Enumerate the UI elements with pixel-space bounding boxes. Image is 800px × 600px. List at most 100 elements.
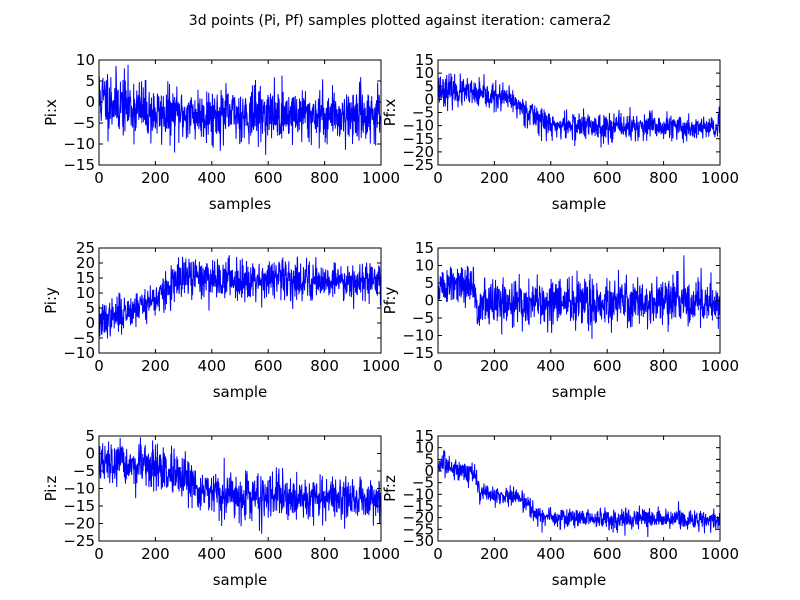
y-tick-label: 0 [85, 93, 95, 111]
subplot-5: 0 200 400 600 800 1000−25−20−15−10−505sampleP… [42, 427, 400, 589]
y-axis-label: Pf:y [381, 287, 399, 315]
y-tick-label: −20 [402, 143, 434, 161]
x-tick-label: 400 [536, 169, 565, 187]
y-tick-label: 0 [424, 462, 434, 480]
x-axis-label: samples [209, 195, 272, 213]
y-axis-label: Pf:x [381, 99, 399, 127]
y-tick-label: 10 [415, 257, 434, 275]
y-tick-label: −20 [63, 515, 95, 533]
y-tick-label: −5 [412, 309, 434, 327]
x-tick-label: 600 [254, 169, 283, 187]
x-tick-label: 400 [536, 357, 565, 375]
x-tick-label: 800 [649, 169, 678, 187]
y-tick-label: 15 [76, 269, 95, 287]
x-tick-label: 1000 [701, 357, 739, 375]
y-tick-label: −15 [63, 497, 95, 515]
y-axis-label: Pi:y [42, 287, 60, 314]
subplot-1: 0 200 400 600 800 1000 −15 −10 −5 0 5 10 samples Pi:x [42, 51, 400, 213]
x-tick-label: 800 [649, 357, 678, 375]
x-tick-label: 200 [480, 357, 509, 375]
subplot-2: 0 200 400 600 800 1000−25−20−15−10−5051015sam… [381, 51, 739, 213]
x-tick-label: 400 [197, 357, 226, 375]
x-axis-label: sample [552, 571, 607, 589]
x-tick-label: 0 [433, 357, 443, 375]
x-tick-label: 200 [480, 545, 509, 563]
x-axis-label: sample [213, 571, 268, 589]
y-tick-label: −25 [402, 520, 434, 538]
x-tick-label: 800 [310, 169, 339, 187]
y-tick-label: 5 [85, 427, 95, 445]
x-tick-label: 200 [141, 169, 170, 187]
y-tick-label: −10 [402, 485, 434, 503]
y-tick-label: 10 [415, 439, 434, 457]
axes-frame [98, 247, 382, 354]
y-tick-label: −25 [402, 156, 434, 174]
axes-frame [437, 435, 721, 542]
y-tick-label: −5 [73, 114, 95, 132]
x-tick-label: 1000 [362, 357, 400, 375]
y-tick-label: −10 [402, 327, 434, 345]
y-tick-label: −15 [63, 156, 95, 174]
x-tick-label: 600 [593, 545, 622, 563]
subplot-grid: 0 200 400 600 800 1000−15−10−50510samplesPi:x… [42, 51, 739, 589]
y-axis-label: Pi:z [42, 475, 60, 501]
y-tick-label: −15 [402, 497, 434, 515]
x-tick-label: 0 [94, 169, 104, 187]
y-tick-label: 5 [424, 77, 434, 95]
y-tick-label: 5 [85, 299, 95, 317]
y-tick-label: −20 [402, 509, 434, 527]
y-tick-label: −10 [63, 135, 95, 153]
y-tick-label: −10 [63, 344, 95, 362]
y-tick-label: −5 [73, 462, 95, 480]
x-axis-label: sample [552, 383, 607, 401]
x-tick-label: 1000 [701, 545, 739, 563]
x-tick-label: 1000 [701, 169, 739, 187]
y-tick-label: 5 [424, 450, 434, 468]
y-tick-label: −10 [402, 117, 434, 135]
y-tick-label: 10 [76, 51, 95, 69]
axes-frame [98, 59, 382, 166]
x-tick-label: 1000 [362, 545, 400, 563]
y-tick-label: 20 [76, 254, 95, 272]
y-tick-label: 0 [424, 292, 434, 310]
y-axis-label: Pi:x [42, 99, 60, 126]
y-tick-label: −25 [63, 532, 95, 550]
y-tick-label: 15 [415, 51, 434, 69]
subplot-3: 0 200 400 600 800 1000−10−50510152025samplePi… [42, 239, 400, 401]
y-tick-label: 25 [76, 239, 95, 257]
y-tick-label: −5 [412, 474, 434, 492]
y-tick-label: 10 [76, 284, 95, 302]
series-line-5-1 [99, 437, 381, 534]
x-tick-label: 800 [310, 357, 339, 375]
y-tick-label: 15 [415, 239, 434, 257]
y-tick-label: −5 [412, 104, 434, 122]
y-tick-label: 5 [424, 274, 434, 292]
x-tick-label: 200 [141, 545, 170, 563]
x-tick-label: 600 [254, 357, 283, 375]
x-tick-label: 800 [649, 545, 678, 563]
x-tick-label: 0 [433, 545, 443, 563]
y-tick-label: −30 [402, 532, 434, 550]
x-tick-label: 600 [593, 357, 622, 375]
x-tick-label: 200 [141, 357, 170, 375]
subplot-4: 0 200 400 600 800 1000−15−10−5051015samplePf:… [381, 239, 739, 401]
y-tick-label: −5 [73, 329, 95, 347]
subplot-6: 0 200 400 600 800 1000−30−25−20−15−10−5051015… [381, 427, 739, 589]
series-line-3-1 [99, 255, 381, 339]
x-tick-label: 200 [480, 169, 509, 187]
y-axis-label: Pf:z [381, 475, 399, 502]
x-tick-label: 400 [536, 545, 565, 563]
x-tick-label: 400 [197, 545, 226, 563]
y-tick-label: 15 [415, 427, 434, 445]
y-tick-label: 0 [85, 314, 95, 332]
x-tick-label: 1000 [362, 169, 400, 187]
y-tick-label: 0 [424, 90, 434, 108]
y-tick-label: 0 [85, 445, 95, 463]
x-tick-label: 600 [593, 169, 622, 187]
y-tick-label: 5 [85, 72, 95, 90]
y-tick-label: −15 [402, 130, 434, 148]
y-tick-label: −15 [402, 344, 434, 362]
y-tick-label: 10 [415, 64, 434, 82]
x-axis-label: sample [213, 383, 268, 401]
